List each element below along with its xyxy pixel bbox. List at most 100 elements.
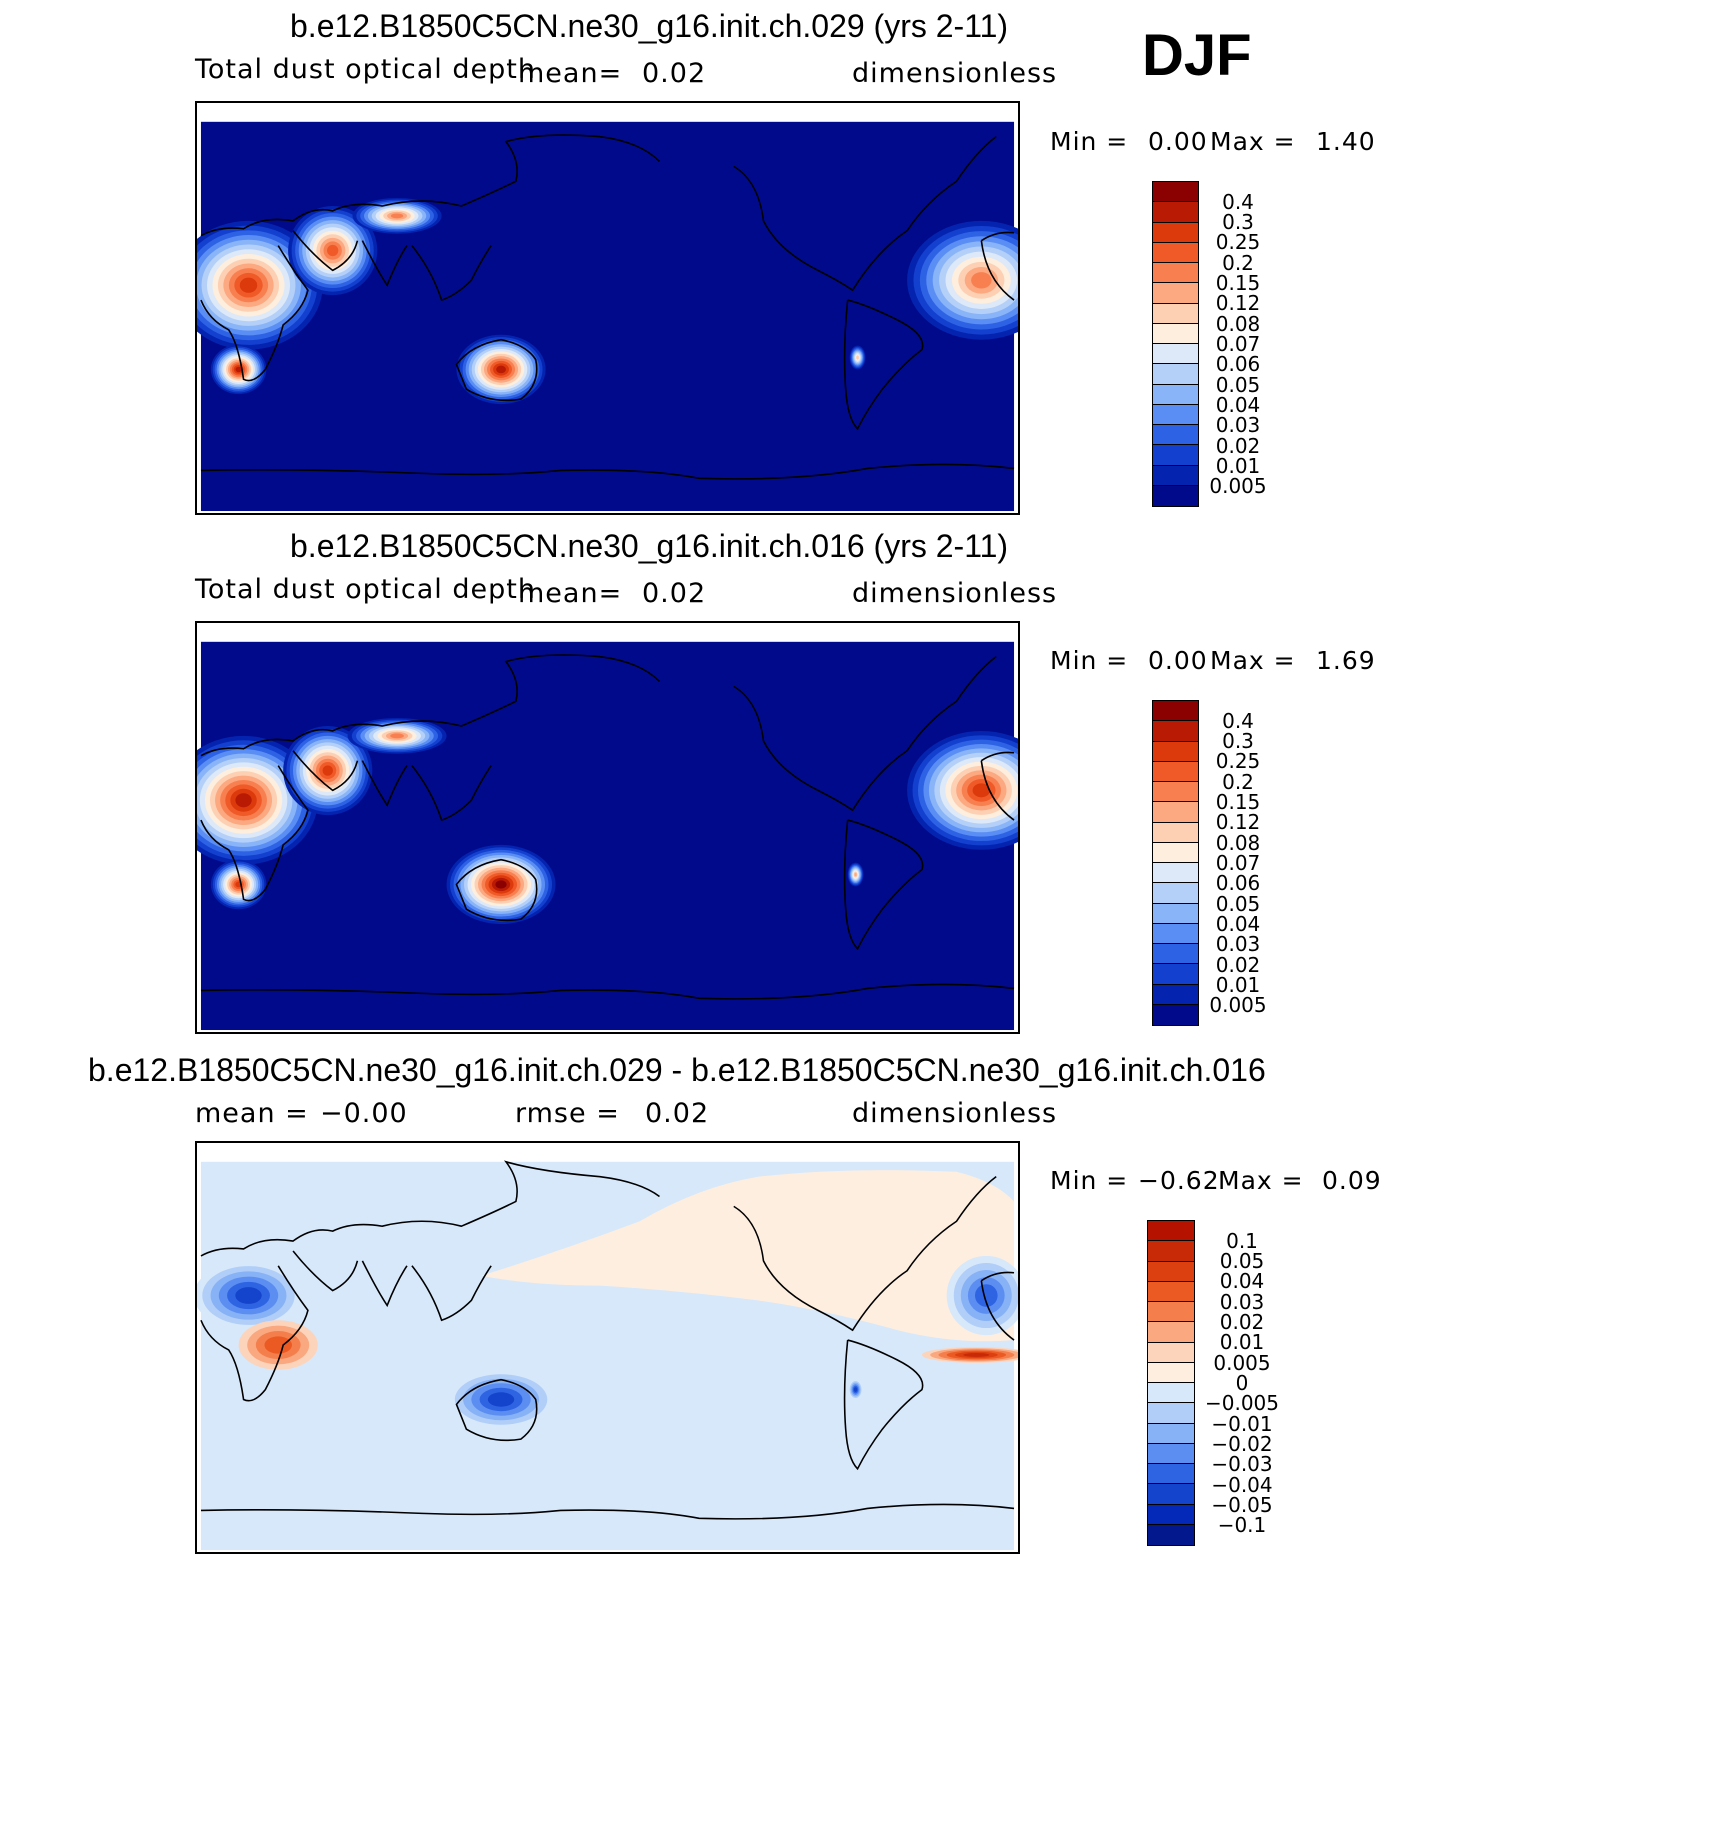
australia-dust [496, 365, 506, 374]
panel2-colorbar-labels: 0.4 0.3 0.25 0.2 0.15 0.12 0.08 0.07 0.0… [1198, 700, 1278, 1026]
panel3-units: dimensionless [852, 1098, 1058, 1129]
panel1-cbar-label: 0.02 [1215, 434, 1261, 458]
colorbar-swatch [1153, 303, 1198, 324]
panel3-min-value: −0.62 [1138, 1166, 1220, 1195]
panel2-cbar-label: 0.3 [1222, 729, 1254, 753]
colorbar-swatch [1153, 842, 1198, 863]
panel2-map [195, 621, 1020, 1034]
colorbar-swatch [1148, 1342, 1194, 1363]
coast-se-asia [411, 765, 492, 822]
coast-india [361, 1260, 408, 1308]
coast-west-africa [980, 751, 1015, 821]
coast-north-america [733, 656, 997, 812]
sahara-negative [235, 1287, 262, 1304]
panel2-cbar-label: 0.01 [1215, 973, 1261, 997]
panel3-cbar-label: −0.005 [1204, 1391, 1279, 1415]
colorbar-swatch [1153, 445, 1198, 466]
coast-africa [200, 245, 309, 382]
colorbar-swatch [1153, 465, 1198, 486]
panel1-colorbar [1152, 181, 1199, 507]
colorbar-swatch [1153, 701, 1198, 722]
colorbar-swatch [1148, 1261, 1194, 1282]
colorbar-swatch [1148, 1322, 1194, 1343]
panel2-cbar-label: 0.2 [1222, 770, 1254, 794]
arabia-dust [322, 765, 333, 776]
coast-south-america [843, 819, 924, 951]
coast-arabia [292, 230, 359, 272]
colorbar-swatch [1153, 485, 1198, 506]
atlantic-positive-band [963, 1353, 990, 1357]
panel2-max-label: Max = [1210, 646, 1296, 675]
colorbar-swatch [1148, 1362, 1194, 1383]
coast-india [361, 240, 408, 287]
panel3-mean-value: −0.00 [320, 1098, 408, 1129]
central-asia-dust [390, 213, 404, 219]
panel1-cbar-label: 0.15 [1215, 271, 1261, 295]
coast-australia [455, 1378, 538, 1442]
panel3-cbar-label: 0.05 [1219, 1249, 1265, 1273]
panel1-colorbar-labels: 0.4 0.3 0.25 0.2 0.15 0.12 0.08 0.07 0.0… [1198, 181, 1278, 507]
panel3-cbar-label: 0.03 [1219, 1290, 1265, 1314]
coast-se-asia [411, 1265, 492, 1322]
coast-north-america [733, 136, 997, 292]
colorbar-swatch [1153, 883, 1198, 904]
atlantic-plume [972, 783, 991, 798]
panel2-cbar-label: 0.03 [1215, 932, 1261, 956]
colorbar-swatch [1148, 1504, 1194, 1525]
colorbar-swatch [1153, 182, 1198, 203]
colorbar-swatch [1153, 741, 1198, 762]
colorbar-swatch [1153, 384, 1198, 405]
colorbar-swatch [1148, 1484, 1194, 1505]
panel1-cbar-label: 0.05 [1215, 373, 1261, 397]
colorbar-swatch [1148, 1443, 1194, 1464]
panel1-cbar-label: 0.005 [1209, 474, 1267, 498]
panel3-cbar-label: 0.005 [1213, 1351, 1271, 1375]
atlantic-plume [971, 272, 992, 289]
panel3-mean-label: mean = [195, 1098, 309, 1129]
panel1-variable-label: Total dust optical depth [195, 54, 536, 85]
panel3-cbar-label: −0.02 [1211, 1432, 1273, 1456]
panel3-max-value: 0.09 [1322, 1166, 1382, 1195]
panel1-cbar-label: 0.2 [1222, 251, 1254, 275]
panel2-cbar-label: 0.005 [1209, 993, 1267, 1017]
colorbar-swatch [1153, 761, 1198, 782]
panel2-units: dimensionless [852, 578, 1058, 609]
coast-south-america [843, 1339, 924, 1471]
panel2-cbar-label: 0.04 [1215, 912, 1261, 936]
south-america-negative [853, 1387, 858, 1392]
panel2-mean-value: 0.02 [642, 578, 707, 609]
panel2-map-svg [197, 623, 1018, 1032]
panel1-cbar-label: 0.03 [1215, 413, 1261, 437]
panel2-cbar-label: 0.08 [1215, 831, 1261, 855]
colorbar-swatch [1153, 202, 1198, 223]
panel2-max-value: 1.69 [1316, 646, 1376, 675]
coast-arabia [292, 750, 359, 792]
panel1-mean-label: mean= [518, 58, 623, 89]
colorbar-swatch [1148, 1464, 1194, 1485]
panel3-colorbar [1147, 1220, 1195, 1546]
colorbar-swatch [1148, 1302, 1194, 1323]
panel1-cbar-label: 0.08 [1215, 312, 1261, 336]
colorbar-swatch [1148, 1241, 1194, 1262]
australia-dust [495, 880, 507, 889]
colorbar-swatch [1153, 364, 1198, 385]
panel1-cbar-label: 0.01 [1215, 454, 1261, 478]
panel3-title: b.e12.B1850C5CN.ne30_g16.init.ch.029 - b… [88, 1052, 1266, 1088]
panel3-max-label: Max = [1218, 1166, 1304, 1195]
panel1-cbar-label: 0.3 [1222, 210, 1254, 234]
season-label: DJF [1142, 23, 1252, 88]
coast-south-america [843, 299, 924, 431]
coast-arabia [292, 1250, 359, 1292]
panel2-cbar-label: 0.05 [1215, 892, 1261, 916]
colorbar-swatch [1153, 863, 1198, 884]
coast-antarctica [200, 463, 1015, 480]
east-africa-positive [264, 1336, 292, 1354]
australia-negative [487, 1392, 515, 1407]
panel1-cbar-label: 0.04 [1215, 393, 1261, 417]
colorbar-swatch [1148, 1383, 1194, 1404]
colorbar-swatch [1153, 1004, 1198, 1025]
colorbar-swatch [1153, 344, 1198, 365]
panel3-min-label: Min = [1050, 1166, 1129, 1195]
coast-antarctica [200, 1503, 1015, 1520]
coast-africa [200, 1265, 309, 1402]
